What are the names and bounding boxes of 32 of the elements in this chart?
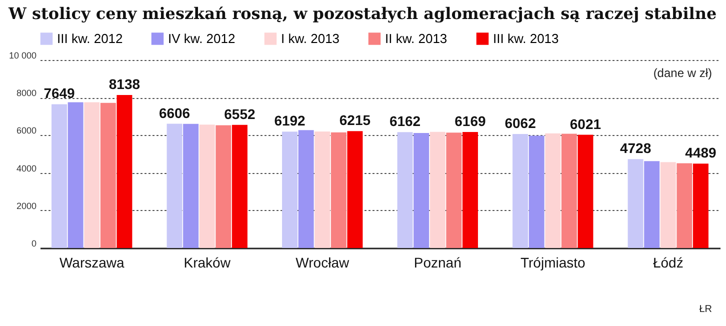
text: ŁR bbox=[699, 304, 712, 315]
legend-label: I kw. 2013 bbox=[281, 30, 340, 46]
data-label: 4489 bbox=[685, 144, 717, 161]
legend-label: IV kw. 2012 bbox=[168, 30, 236, 46]
data-label: 6552 bbox=[224, 106, 256, 122]
legend-label: II kw. 2013 bbox=[385, 30, 448, 46]
annotation: (dane w zł) bbox=[653, 66, 712, 80]
data-label: 7649 bbox=[44, 85, 76, 102]
y-tick-label: 10 000 bbox=[8, 50, 36, 60]
data-label: 6062 bbox=[504, 115, 536, 132]
x-tick-label: Warszawa bbox=[59, 254, 124, 270]
data-label: 8138 bbox=[108, 76, 140, 92]
y-tick-label: 2000 bbox=[16, 200, 36, 211]
x-tick-label: Poznań bbox=[414, 254, 462, 270]
legend-label: III kw. 2012 bbox=[57, 30, 123, 46]
chart-title: W stolicy ceny mieszkań rosną, w pozostałych aglomeracjach są raczej stabilne bbox=[7, 4, 717, 23]
y-tick-label: 0 bbox=[31, 238, 36, 248]
data-label: 6215 bbox=[339, 112, 371, 128]
x-tick-label: Łódź bbox=[652, 254, 684, 270]
data-label: 6169 bbox=[454, 113, 486, 130]
y-tick-label: 4000 bbox=[16, 163, 36, 174]
x-tick-label: Trójmiasto bbox=[520, 254, 586, 270]
data-label: 4728 bbox=[620, 140, 652, 156]
data-label: 6021 bbox=[570, 116, 602, 132]
y-tick-label: 6000 bbox=[16, 126, 36, 136]
data-label: 6192 bbox=[274, 112, 306, 129]
legend-label: III kw. 2013 bbox=[493, 30, 559, 46]
x-tick-label: Wrocław bbox=[296, 254, 350, 270]
data-label: 6606 bbox=[158, 104, 190, 121]
x-tick-label: Kraków bbox=[184, 254, 232, 270]
data-label: 6162 bbox=[389, 113, 421, 130]
y-tick-label: 8000 bbox=[16, 88, 36, 98]
